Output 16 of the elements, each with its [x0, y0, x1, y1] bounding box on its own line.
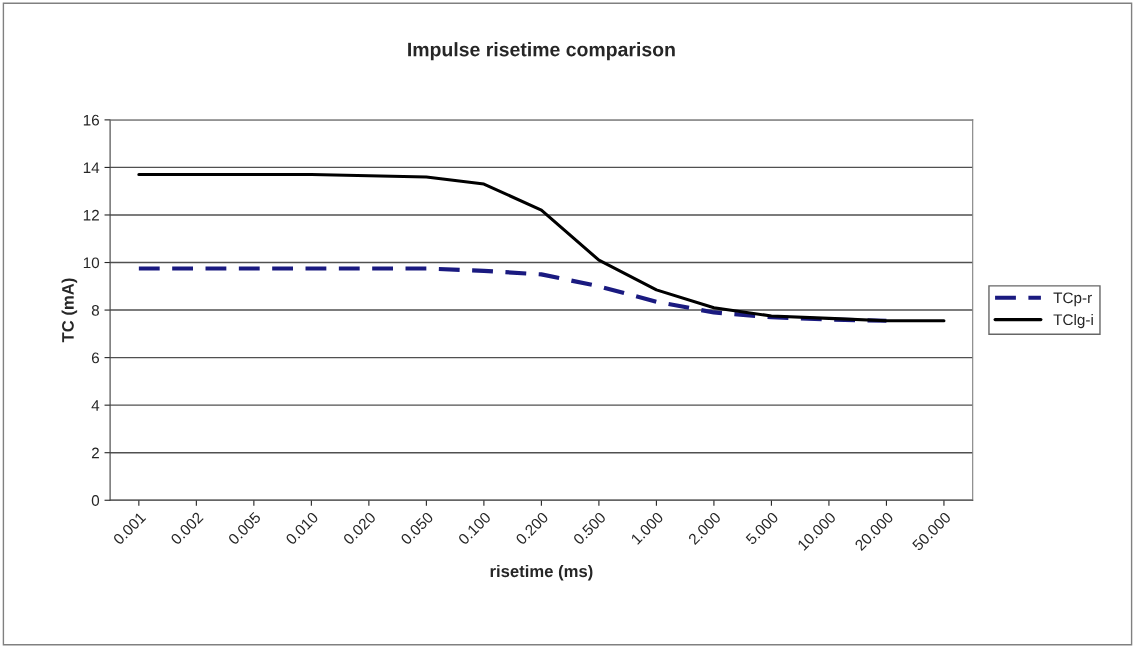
y-tick-label: 2 — [91, 447, 99, 459]
x-axis-title: risetime (ms) — [490, 564, 593, 581]
legend-label: TCp-r — [1053, 292, 1092, 307]
y-tick-label: 6 — [91, 352, 100, 364]
y-tick-label: 14 — [83, 162, 100, 173]
y-tick-label: 0 — [91, 495, 100, 506]
chart-title: Impulse risetime comparison — [408, 42, 675, 61]
y-tick-label: 12 — [83, 209, 99, 221]
y-tick-label: 8 — [91, 304, 100, 316]
line-series — [137, 173, 946, 323]
line-series — [136, 266, 889, 323]
y-tick-label: 16 — [83, 114, 100, 126]
y-tick-label: 4 — [91, 400, 100, 411]
legend-label: TClg-i — [1053, 313, 1093, 329]
y-axis-title: TC (mA) — [61, 278, 78, 343]
y-tick-label: 10 — [83, 257, 100, 269]
